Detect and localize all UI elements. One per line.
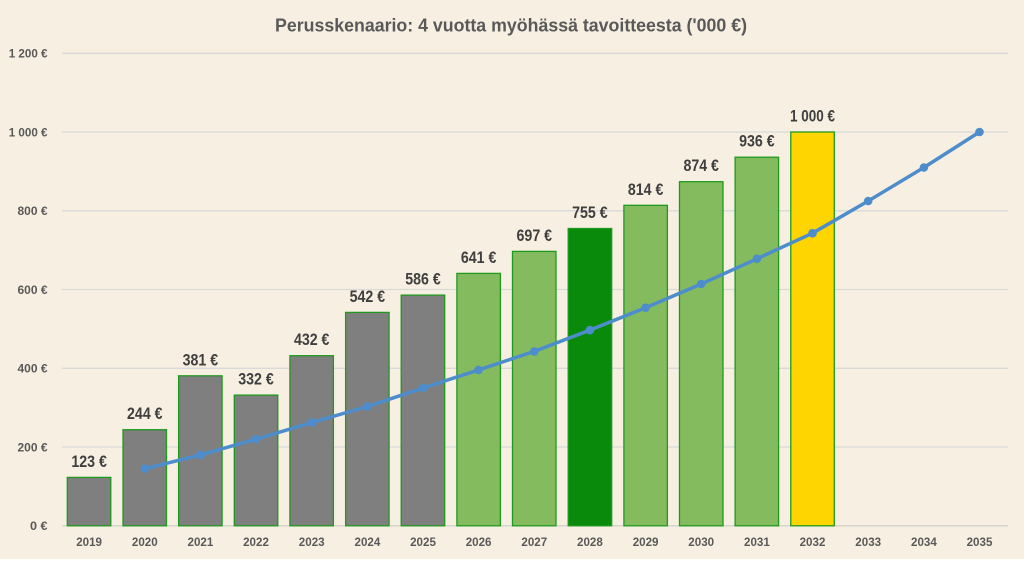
svg-text:586 €: 586 €: [405, 271, 441, 289]
svg-text:1 000 €: 1 000 €: [790, 108, 835, 126]
svg-text:2025: 2025: [410, 535, 436, 549]
svg-text:2020: 2020: [132, 535, 158, 549]
svg-text:400 €: 400 €: [18, 362, 48, 376]
svg-text:0 €: 0 €: [30, 519, 48, 533]
svg-text:2028: 2028: [577, 535, 603, 549]
svg-text:2034: 2034: [911, 535, 937, 549]
svg-text:244 €: 244 €: [127, 405, 163, 423]
svg-text:1 200 €: 1 200 €: [9, 47, 48, 61]
svg-text:2032: 2032: [800, 535, 826, 549]
svg-text:1 000 €: 1 000 €: [9, 125, 48, 139]
svg-text:697 €: 697 €: [517, 227, 553, 245]
svg-text:2019: 2019: [76, 535, 102, 549]
svg-text:332 €: 332 €: [238, 371, 274, 389]
svg-text:2033: 2033: [855, 535, 881, 549]
svg-text:2021: 2021: [188, 535, 214, 549]
svg-text:Perusskenaario: 4 vuotta myöhä: Perusskenaario: 4 vuotta myöhässä tavoit…: [275, 14, 747, 35]
svg-text:200 €: 200 €: [18, 440, 48, 454]
svg-text:641 €: 641 €: [461, 249, 497, 267]
svg-text:2031: 2031: [744, 535, 770, 549]
svg-text:2022: 2022: [243, 535, 269, 549]
svg-text:755 €: 755 €: [572, 204, 608, 222]
svg-text:800 €: 800 €: [18, 204, 48, 218]
svg-text:600 €: 600 €: [18, 283, 48, 297]
svg-text:381 €: 381 €: [183, 351, 219, 369]
svg-text:2030: 2030: [688, 535, 714, 549]
svg-text:2027: 2027: [521, 535, 547, 549]
svg-text:936 €: 936 €: [739, 133, 775, 151]
svg-text:874 €: 874 €: [683, 157, 719, 175]
svg-text:432 €: 432 €: [294, 331, 330, 349]
svg-text:2023: 2023: [299, 535, 325, 549]
svg-text:123 €: 123 €: [71, 453, 107, 471]
svg-text:814 €: 814 €: [628, 181, 664, 199]
svg-text:2035: 2035: [967, 535, 993, 549]
svg-text:542 €: 542 €: [350, 288, 386, 306]
svg-text:2029: 2029: [633, 535, 659, 549]
svg-text:2026: 2026: [466, 535, 492, 549]
svg-text:2024: 2024: [355, 535, 381, 549]
